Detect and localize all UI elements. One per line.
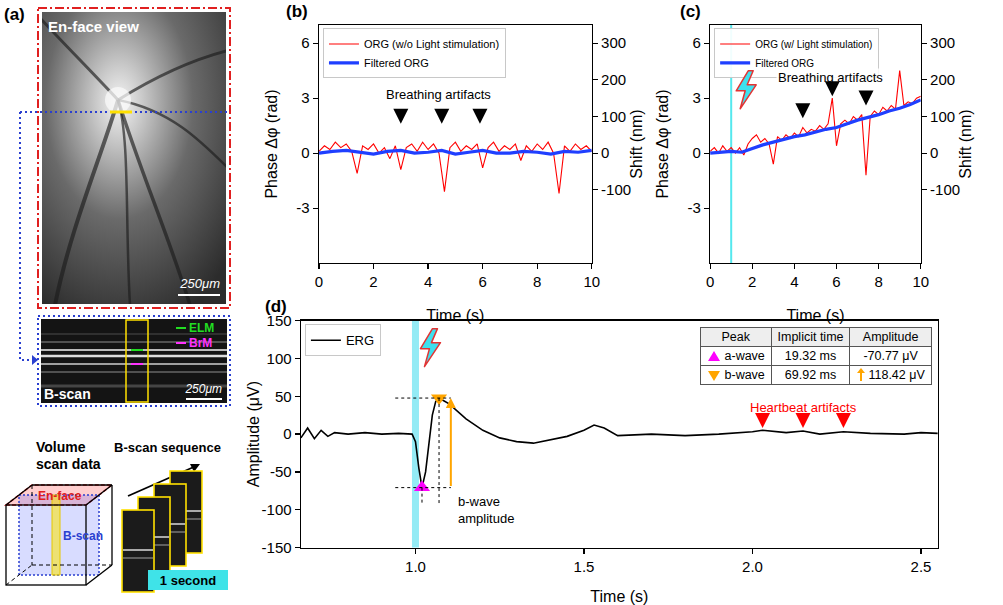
svg-text:-3: -3 xyxy=(687,199,700,216)
svg-text:-50: -50 xyxy=(270,463,292,480)
svg-text:1.5: 1.5 xyxy=(574,558,595,575)
svg-text:B-scan sequence: B-scan sequence xyxy=(114,440,221,455)
svg-text:(b): (b) xyxy=(286,2,308,21)
svg-text:b-waveamplitude: b-waveamplitude xyxy=(458,494,514,526)
svg-text:6: 6 xyxy=(692,34,700,51)
svg-text:100: 100 xyxy=(267,350,292,367)
svg-text:ORG (w/o Light stimulation): ORG (w/o Light stimulation) xyxy=(364,38,499,50)
svg-text:Amplitude (μV): Amplitude (μV) xyxy=(245,381,262,487)
svg-text:1 second: 1 second xyxy=(160,573,216,588)
html-text:19.32 ms: 19.32 ms xyxy=(784,348,837,363)
svg-text:0: 0 xyxy=(315,273,323,290)
svg-text:B-scan: B-scan xyxy=(63,529,103,543)
svg-text:10: 10 xyxy=(583,273,600,290)
svg-text:10: 10 xyxy=(912,273,929,290)
svg-text:ERG: ERG xyxy=(346,333,374,348)
svg-text:-150: -150 xyxy=(262,539,292,556)
svg-text:Time (s): Time (s) xyxy=(426,307,484,324)
html-text:118.42 μV: 118.42 μV xyxy=(868,367,925,382)
svg-text:Phase Δφ (rad): Phase Δφ (rad) xyxy=(263,89,280,198)
svg-text:150: 150 xyxy=(267,312,292,329)
svg-text:4: 4 xyxy=(790,273,798,290)
html-text:Amplitude: Amplitude xyxy=(862,329,919,344)
svg-text:4: 4 xyxy=(424,273,432,290)
svg-text:300: 300 xyxy=(930,34,955,51)
svg-text:B-scan: B-scan xyxy=(44,386,91,402)
svg-text:-100: -100 xyxy=(930,181,960,198)
svg-text:6: 6 xyxy=(478,273,486,290)
svg-text:2.0: 2.0 xyxy=(742,558,763,575)
svg-text:3: 3 xyxy=(692,89,700,106)
svg-text:50: 50 xyxy=(275,388,292,405)
svg-text:Filtered ORG: Filtered ORG xyxy=(755,58,814,69)
svg-text:Shift (nm): Shift (nm) xyxy=(628,109,645,178)
svg-text:8: 8 xyxy=(874,273,882,290)
svg-text:0: 0 xyxy=(930,144,938,161)
svg-text:100: 100 xyxy=(601,108,626,125)
svg-text:2: 2 xyxy=(748,273,756,290)
svg-text:Breathing artifacts: Breathing artifacts xyxy=(778,70,883,85)
svg-text:-100: -100 xyxy=(262,501,292,518)
svg-text:200: 200 xyxy=(601,71,626,88)
svg-text:6: 6 xyxy=(301,34,309,51)
html-text:69.92 ms: 69.92 ms xyxy=(784,368,837,382)
svg-text:Filtered ORG: Filtered ORG xyxy=(364,57,429,69)
svg-text:0: 0 xyxy=(601,144,609,161)
svg-text:2.5: 2.5 xyxy=(911,558,932,575)
svg-text:BrM: BrM xyxy=(189,336,212,350)
html-text:a-wave: a-wave xyxy=(724,348,765,363)
svg-text:200: 200 xyxy=(930,71,955,88)
svg-text:0: 0 xyxy=(301,144,309,161)
svg-text:-100: -100 xyxy=(601,181,631,198)
svg-text:ELM: ELM xyxy=(189,321,214,335)
svg-text:250μm: 250μm xyxy=(179,276,220,291)
svg-text:-3: -3 xyxy=(296,199,309,216)
svg-text:(c): (c) xyxy=(680,2,701,21)
svg-text:Time (s): Time (s) xyxy=(786,307,844,324)
html-text:Implicit time: Implicit time xyxy=(777,329,844,344)
svg-text:3: 3 xyxy=(301,89,309,106)
html-text:-70.77 μV: -70.77 μV xyxy=(863,348,918,363)
svg-text:0: 0 xyxy=(283,425,291,442)
html-text:Peak: Peak xyxy=(721,329,750,344)
svg-text:Heartbeat artifacts: Heartbeat artifacts xyxy=(750,400,857,415)
svg-text:Volumescan data: Volumescan data xyxy=(36,439,101,472)
svg-text:0: 0 xyxy=(692,144,700,161)
svg-text:(d): (d) xyxy=(265,297,287,316)
svg-text:2: 2 xyxy=(369,273,377,290)
svg-text:8: 8 xyxy=(533,273,541,290)
svg-text:En-face view: En-face view xyxy=(48,18,139,35)
svg-text:ORG (w/ Light stimulation): ORG (w/ Light stimulation) xyxy=(755,39,872,50)
svg-text:0: 0 xyxy=(706,273,714,290)
svg-text:(a): (a) xyxy=(4,5,25,24)
svg-text:100: 100 xyxy=(930,108,955,125)
svg-text:Shift (nm): Shift (nm) xyxy=(957,109,974,178)
html-text:b-wave: b-wave xyxy=(724,368,765,382)
svg-text:Phase Δφ (rad): Phase Δφ (rad) xyxy=(654,89,671,198)
svg-text:6: 6 xyxy=(832,273,840,290)
svg-text:Breathing artifacts: Breathing artifacts xyxy=(386,87,491,102)
svg-text:En-face: En-face xyxy=(38,489,82,503)
svg-text:1.0: 1.0 xyxy=(405,558,426,575)
svg-text:250μm: 250μm xyxy=(184,382,222,396)
svg-text:Time (s): Time (s) xyxy=(590,588,648,605)
svg-text:300: 300 xyxy=(601,34,626,51)
